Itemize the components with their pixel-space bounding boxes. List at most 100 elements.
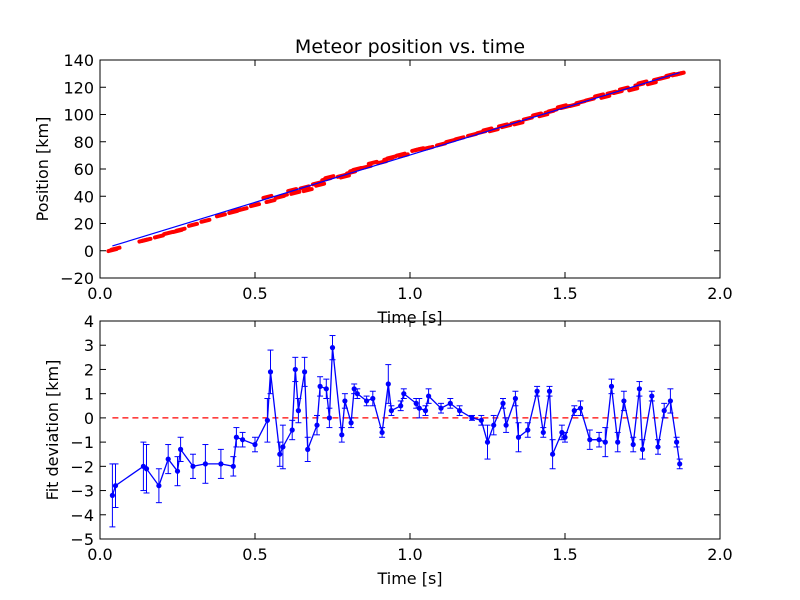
deviation-point bbox=[401, 391, 407, 397]
measured-position-point bbox=[617, 85, 630, 92]
position-x-tick-label: 1.0 bbox=[397, 284, 422, 303]
measured-position-point bbox=[366, 159, 379, 166]
deviation-point bbox=[534, 388, 540, 394]
measured-position-point bbox=[264, 198, 277, 205]
deviation-point bbox=[515, 434, 522, 440]
measured-position-point bbox=[289, 189, 302, 196]
position-x-axis-label: Time [s] bbox=[376, 308, 442, 327]
deviation-point bbox=[230, 463, 236, 469]
deviation-point bbox=[677, 461, 683, 467]
measured-position-point bbox=[109, 245, 122, 252]
deviation-point bbox=[190, 463, 196, 469]
deviation-point bbox=[323, 386, 329, 392]
measured-position-point bbox=[481, 126, 494, 133]
deviation-point bbox=[156, 483, 162, 489]
position-plot-area bbox=[106, 70, 686, 254]
deviation-point bbox=[562, 434, 568, 440]
measured-position-point bbox=[435, 141, 447, 148]
measured-position-point bbox=[645, 80, 658, 87]
position-y-ticks: −20 0 20 40 60 80 100 120 140 bbox=[60, 51, 720, 288]
deviation-point bbox=[252, 441, 258, 448]
deviation-y-tick-label: 1 bbox=[84, 385, 94, 404]
deviation-point bbox=[422, 408, 429, 414]
deviation-point bbox=[546, 388, 553, 394]
deviation-y-tick-label: −3 bbox=[70, 482, 94, 501]
deviation-point bbox=[364, 398, 370, 404]
deviation-point bbox=[339, 432, 345, 438]
measured-position-point bbox=[301, 187, 314, 194]
deviation-point bbox=[416, 405, 422, 411]
deviation-point bbox=[218, 461, 224, 467]
measured-position-point bbox=[673, 70, 686, 77]
deviation-point bbox=[388, 408, 394, 414]
measured-position-point bbox=[286, 187, 299, 194]
deviation-point bbox=[370, 395, 376, 402]
deviation-point bbox=[342, 398, 348, 404]
measured-position-point bbox=[152, 233, 165, 240]
measured-position-point bbox=[314, 181, 327, 188]
deviation-point bbox=[438, 405, 444, 411]
deviation-y-tick-label: −2 bbox=[70, 457, 94, 476]
measured-position-point bbox=[323, 174, 336, 181]
deviation-point bbox=[426, 393, 432, 399]
position-x-ticks: 0.0 0.5 1.0 1.5 2.0 bbox=[87, 60, 733, 303]
measured-position-point bbox=[385, 154, 398, 161]
position-y-tick-label: 0 bbox=[84, 242, 94, 261]
measured-position-point bbox=[546, 107, 559, 114]
measured-position-point bbox=[444, 138, 457, 145]
deviation-x-tick-label: 0.5 bbox=[242, 545, 267, 564]
deviation-point bbox=[667, 398, 674, 404]
measured-position-point bbox=[187, 221, 199, 228]
deviation-point bbox=[413, 400, 419, 406]
deviation-point bbox=[292, 366, 298, 373]
deviation-point bbox=[649, 393, 655, 399]
deviation-point bbox=[280, 444, 286, 450]
linear-fit-line bbox=[112, 71, 680, 247]
measured-position-point bbox=[140, 236, 153, 243]
measured-position-point bbox=[453, 135, 466, 142]
position-x-tick-label: 1.5 bbox=[552, 284, 577, 303]
deviation-point bbox=[621, 398, 627, 404]
measured-position-point bbox=[531, 111, 544, 118]
deviation-y-tick-label: −4 bbox=[70, 506, 94, 525]
deviation-y-axis-label: Fit deviation [km] bbox=[43, 360, 62, 501]
measured-position-point bbox=[627, 86, 640, 93]
position-panel: Meteor position vs. time 0.0 0.5 1.0 1.5 2.0… bbox=[33, 36, 733, 327]
deviation-point bbox=[329, 345, 336, 351]
deviation-point bbox=[559, 429, 565, 436]
deviation-point bbox=[491, 422, 497, 428]
position-y-tick-label: 120 bbox=[63, 78, 94, 97]
deviation-point bbox=[143, 466, 150, 472]
measured-position-point bbox=[422, 144, 435, 151]
deviation-point bbox=[674, 439, 680, 445]
deviation-point bbox=[608, 383, 615, 389]
measured-position-point bbox=[338, 173, 351, 180]
deviation-point bbox=[577, 405, 584, 411]
deviation-point bbox=[202, 461, 208, 467]
deviation-point bbox=[661, 408, 667, 414]
deviation-point bbox=[630, 441, 636, 448]
deviation-point bbox=[326, 415, 332, 421]
deviation-point bbox=[615, 439, 621, 445]
deviation-point bbox=[302, 369, 308, 375]
deviation-point bbox=[351, 386, 357, 392]
deviation-point bbox=[305, 446, 311, 452]
deviation-point bbox=[233, 434, 239, 440]
deviation-point bbox=[267, 369, 274, 375]
deviation-plot-area bbox=[109, 335, 683, 528]
deviation-point bbox=[639, 446, 646, 452]
deviation-x-axis-label: Time [s] bbox=[376, 569, 442, 588]
position-y-tick-label: 60 bbox=[74, 160, 94, 179]
measured-position-point bbox=[512, 120, 525, 127]
deviation-point bbox=[478, 417, 484, 423]
measured-position-point bbox=[599, 93, 612, 100]
deviation-point bbox=[112, 483, 119, 489]
deviation-point bbox=[174, 468, 181, 474]
deviation-point bbox=[178, 446, 184, 452]
deviation-x-tick-label: 1.0 bbox=[397, 545, 422, 564]
measured-position-point bbox=[351, 166, 364, 172]
deviation-point bbox=[469, 415, 475, 421]
deviation-point bbox=[379, 429, 385, 436]
